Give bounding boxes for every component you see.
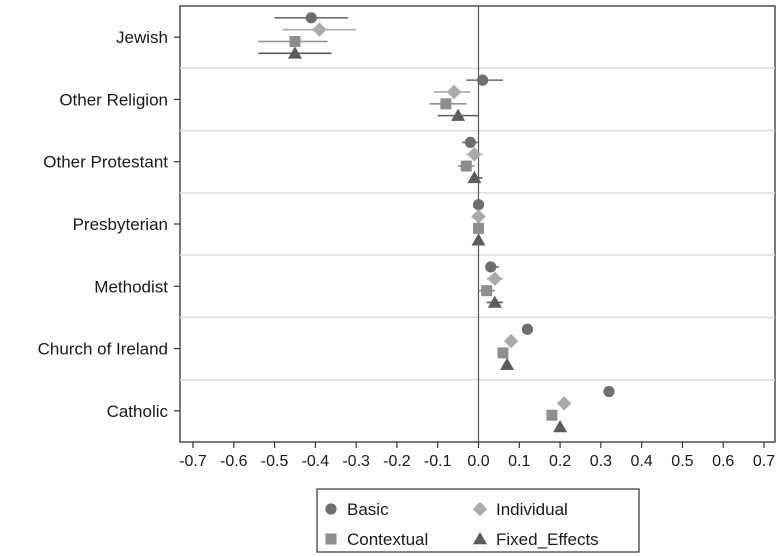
legend-marker-individual <box>472 501 488 517</box>
x-tick-label: -0.1 <box>424 453 452 470</box>
x-tick-label: -0.7 <box>179 453 207 470</box>
x-axis: -0.7 -0.6 -0.5 -0.4 -0.3 -0.2 -0.1 0.0 0.1 0.2 0.3… <box>179 442 775 470</box>
point-contextual-5 <box>497 347 509 359</box>
point-individual-4 <box>487 271 503 287</box>
legend-marker-basic <box>325 503 337 515</box>
x-tick-label: 0.4 <box>631 453 653 470</box>
point-fixed-effects-5 <box>500 357 515 371</box>
point-basic-6 <box>603 385 615 398</box>
point-individual-0 <box>312 22 327 37</box>
x-tick-label: -0.6 <box>220 453 248 470</box>
category-label: Church of Ireland <box>38 340 168 359</box>
legend-label: Individual <box>496 500 568 519</box>
point-fixed-effects-1 <box>451 108 466 121</box>
x-tick-label: 0.6 <box>712 453 734 470</box>
point-fixed-effects-2 <box>467 170 482 184</box>
category-label: Jewish <box>116 28 168 47</box>
x-tick-label: 0.0 <box>467 453 489 470</box>
point-fixed-effects-4 <box>487 295 502 308</box>
point-fixed-effects-0 <box>287 46 302 59</box>
category-label: Other Protestant <box>43 153 168 172</box>
x-tick-label: -0.5 <box>261 453 289 470</box>
category-label: Presbyterian <box>73 215 168 234</box>
point-individual-5 <box>503 333 519 349</box>
x-tick-label: -0.4 <box>302 453 330 470</box>
legend-label: Fixed_Effects <box>496 530 599 549</box>
point-basic-3 <box>472 199 485 211</box>
legend-marker-fixed-effects <box>473 532 487 545</box>
point-contextual-4 <box>481 285 493 297</box>
point-fixed-effects-3 <box>471 233 486 246</box>
point-individual-2 <box>467 147 482 162</box>
point-contextual-3 <box>473 222 484 234</box>
point-basic-0 <box>305 12 317 24</box>
point-estimates <box>287 12 615 433</box>
x-tick-label: 0.7 <box>753 453 775 470</box>
x-tick-label: -0.2 <box>383 453 411 470</box>
x-tick-label: 0.3 <box>590 453 612 470</box>
x-tick-label: 0.1 <box>508 453 530 470</box>
category-label: Catholic <box>107 402 169 421</box>
point-contextual-6 <box>546 409 558 421</box>
point-individual-1 <box>446 84 462 100</box>
category-separators <box>180 67 775 381</box>
legend-label: Contextual <box>347 530 428 549</box>
category-label: Methodist <box>94 277 168 296</box>
point-contextual-1 <box>440 98 452 110</box>
legend: Basic Individual Contextual Fixed_Effects <box>316 488 640 553</box>
legend-label: Basic <box>347 500 389 519</box>
point-basic-4 <box>485 261 497 273</box>
point-basic-1 <box>476 74 489 86</box>
point-contextual-2 <box>460 160 472 172</box>
point-contextual-0 <box>289 36 301 48</box>
legend-marker-contextual <box>325 533 337 545</box>
point-individual-3 <box>471 209 486 224</box>
point-fixed-effects-6 <box>553 420 568 433</box>
point-basic-2 <box>464 136 476 149</box>
point-individual-6 <box>556 396 572 411</box>
point-basic-5 <box>521 323 534 335</box>
x-tick-label: 0.2 <box>549 453 571 470</box>
x-tick-label: -0.3 <box>342 453 370 470</box>
x-tick-label: 0.5 <box>671 453 693 470</box>
y-axis: Jewish Other Religion Other Protestant Pres… <box>38 28 180 421</box>
category-label: Other Religion <box>59 90 168 109</box>
